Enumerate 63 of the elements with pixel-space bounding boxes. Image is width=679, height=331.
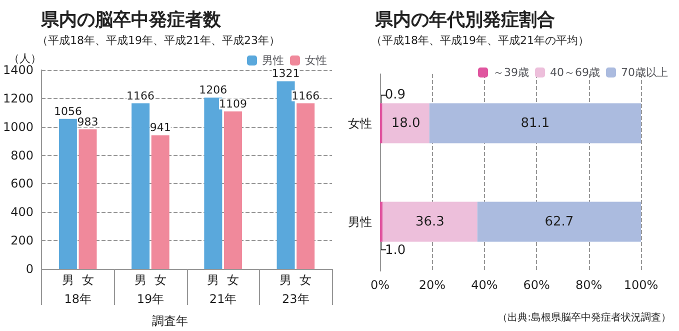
y-tick-label: 1200	[2, 91, 34, 106]
data-label: 1166	[126, 89, 155, 102]
legend-label: 70歳以上	[621, 66, 668, 79]
x-tick-label: 20%	[418, 278, 446, 292]
text: 男	[134, 273, 146, 287]
text: 男	[207, 273, 220, 287]
bar	[380, 202, 383, 242]
text: 男	[62, 273, 74, 287]
data-label: 0.9	[384, 87, 406, 102]
chart-title: 県内の年代別発症割合	[374, 10, 555, 30]
data-label: 62.7	[544, 214, 574, 230]
legend-label: 男性	[262, 54, 284, 67]
data-label: 1.0	[384, 242, 406, 258]
data-label: 1321	[272, 67, 300, 80]
x-tick-label: 60%	[523, 278, 550, 292]
bar	[382, 202, 478, 242]
chart-subtitle: （平成18年、平成19年、平成21年、平成23年）	[37, 34, 280, 47]
y-tick-label: 1400	[2, 63, 34, 77]
y-axis-title: （人）	[8, 52, 42, 65]
x-tick-label: 80%	[575, 278, 602, 292]
x-tick-label: 18年	[64, 292, 92, 306]
legend-label: ～39歳	[493, 66, 530, 79]
data-label: 18.0	[391, 116, 420, 131]
data-label: 81.1	[520, 116, 550, 131]
text: 女	[154, 273, 166, 287]
x-axis-title: 調査年	[152, 314, 188, 328]
x-tick-label: 100%	[624, 278, 658, 292]
bar	[296, 103, 315, 269]
bar	[58, 118, 77, 269]
data-label: 1056	[54, 104, 82, 118]
bar	[224, 111, 242, 269]
text: 女	[227, 273, 240, 287]
text: 男	[280, 273, 292, 287]
data-label: 1109	[218, 97, 247, 110]
data-label: 36.3	[416, 214, 444, 230]
bar	[382, 103, 430, 144]
y-tick-label: 400	[10, 205, 34, 220]
y-tick-label: 0	[26, 262, 34, 276]
text: （出典:島根県脳卒中発症者状況調査）	[498, 312, 672, 324]
y-tick-label: 800	[10, 148, 34, 162]
x-tick-label: 0%	[370, 278, 390, 292]
text: 女	[82, 273, 94, 287]
text: 女	[300, 273, 312, 287]
bar	[132, 103, 150, 269]
data-label: 941	[150, 121, 171, 134]
y-tick-label: 600	[10, 176, 34, 191]
data-label: 1206	[199, 84, 228, 97]
x-tick-label: 40%	[471, 278, 498, 292]
y-tick-label: 200	[10, 234, 34, 248]
bar	[151, 135, 170, 269]
x-tick-label: 19年	[136, 292, 164, 306]
data-label: 1166	[292, 89, 320, 102]
legend-label: 40～69歳	[550, 66, 600, 79]
bar	[429, 103, 641, 144]
x-tick-label: 23年	[282, 292, 310, 306]
bar	[477, 202, 641, 242]
x-tick-label: 21年	[209, 292, 237, 306]
bar	[78, 129, 97, 269]
y-tick-label: 1000	[2, 120, 34, 134]
chart-subtitle: （平成18年、平成19年、平成21年の平均）	[371, 34, 589, 47]
legend-label: 女性	[305, 54, 327, 67]
data-label: 983	[77, 115, 98, 128]
chart-title: 県内の脳卒中発症者数	[40, 10, 222, 30]
